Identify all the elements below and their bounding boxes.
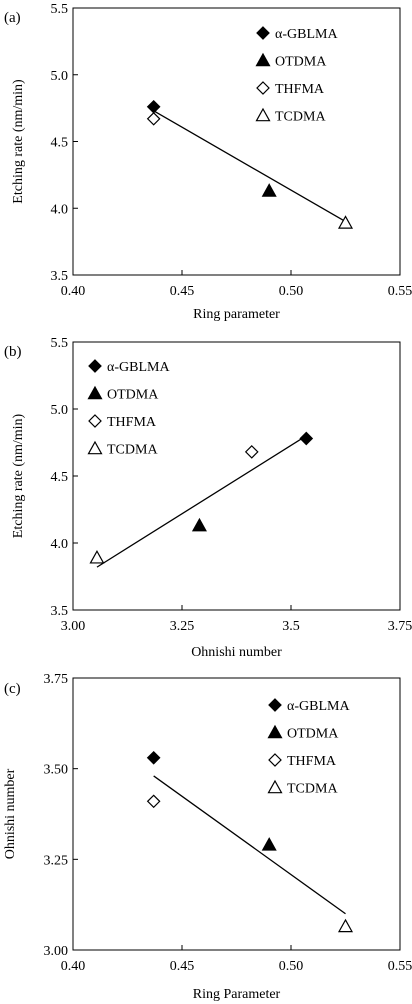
x-tick-label: 0.40 bbox=[61, 284, 86, 299]
x-tick-label: 0.50 bbox=[279, 959, 304, 974]
legend-marker bbox=[87, 385, 103, 400]
legend-label: α-GBLMA bbox=[287, 699, 350, 714]
panel-label: (a) bbox=[4, 10, 21, 26]
data-point bbox=[244, 445, 259, 459]
legend-label: α-GBLMA bbox=[107, 360, 170, 375]
legend: α-GBLMA OTDMA THFMA TCDMA bbox=[255, 26, 338, 125]
legend-label: TCDMA bbox=[275, 110, 326, 125]
plot-frame bbox=[72, 7, 401, 276]
x-tick-label: 3.75 bbox=[388, 619, 412, 634]
x-tick-label: 0.45 bbox=[170, 284, 195, 299]
y-tick-label: 5.0 bbox=[51, 403, 69, 418]
y-tick-label: 4.0 bbox=[51, 537, 69, 552]
legend: α-GBLMA OTDMA THFMA TCDMA bbox=[87, 359, 170, 458]
legend-label: THFMA bbox=[287, 754, 337, 769]
y-axis-label: Etching rate (nm/min) bbox=[11, 79, 26, 204]
y-tick-label: 5.5 bbox=[51, 2, 69, 17]
legend-marker bbox=[267, 779, 283, 794]
chart-panel-1: 0.40 0.45 0.50 0.55 3.5 4.0 4.5 5.0 5.5 Ring para… bbox=[4, 2, 412, 322]
legend-label: α-GBLMA bbox=[275, 27, 338, 42]
data-point bbox=[337, 918, 354, 933]
legend-marker bbox=[256, 26, 270, 40]
plot-frame bbox=[72, 341, 401, 611]
y-tick-label: 4.0 bbox=[51, 202, 69, 217]
legend-marker bbox=[88, 359, 102, 373]
y-tick-label: 3.50 bbox=[44, 763, 69, 778]
y-tick-label: 3.25 bbox=[44, 853, 69, 868]
regression-line bbox=[96, 435, 307, 568]
regression-line bbox=[153, 110, 346, 223]
y-tick-label: 3.00 bbox=[44, 944, 69, 959]
y-tick-label: 5.5 bbox=[51, 336, 69, 351]
chart-panel-3: 0.40 0.45 0.50 0.55 3.00 3.25 3.50 3.75 Ring Par… bbox=[3, 672, 412, 1002]
panel-label: (c) bbox=[4, 681, 21, 697]
x-tick-label: 0.55 bbox=[388, 959, 412, 974]
y-tick-label: 5.0 bbox=[51, 69, 69, 84]
data-point bbox=[191, 517, 207, 532]
y-axis-label: Ohnishi number bbox=[3, 768, 18, 859]
x-tick-label: 0.50 bbox=[279, 284, 304, 299]
x-axis-label: Ring parameter bbox=[193, 307, 280, 322]
x-tick-label: 3.5 bbox=[282, 619, 300, 634]
data-point bbox=[146, 794, 161, 809]
regression-line bbox=[153, 775, 346, 915]
plot-frame bbox=[72, 677, 401, 951]
chart-panel-2: 3.00 3.25 3.5 3.75 3.5 4.0 4.5 5.0 5.5 Ohnishi nu… bbox=[4, 336, 412, 660]
y-tick-label: 3.5 bbox=[51, 604, 69, 619]
y-tick-label: 3.75 bbox=[44, 672, 69, 687]
y-axis-label: Etching rate (nm/min) bbox=[11, 413, 26, 538]
x-axis-label: Ohnishi number bbox=[191, 645, 282, 660]
x-tick-label: 0.55 bbox=[388, 284, 412, 299]
legend-label: THFMA bbox=[107, 415, 157, 430]
panel-label: (b) bbox=[4, 344, 22, 360]
y-tick-label: 4.5 bbox=[51, 470, 69, 485]
y-tick-label: 3.5 bbox=[51, 269, 69, 284]
x-tick-label: 3.00 bbox=[61, 619, 86, 634]
legend-label: TCDMA bbox=[107, 443, 158, 458]
data-point bbox=[261, 183, 277, 197]
data-point bbox=[146, 99, 161, 114]
data-point bbox=[299, 431, 314, 446]
legend-marker bbox=[87, 440, 103, 455]
legend-marker bbox=[255, 107, 271, 122]
x-axis-label: Ring Parameter bbox=[193, 987, 281, 1002]
legend-marker bbox=[268, 753, 282, 767]
legend-marker bbox=[268, 698, 282, 712]
legend-label: TCDMA bbox=[287, 782, 338, 797]
data-point bbox=[146, 750, 161, 765]
legend-marker bbox=[256, 81, 270, 95]
y-tick-label: 4.5 bbox=[51, 136, 69, 151]
legend-marker bbox=[267, 724, 283, 739]
legend-marker bbox=[255, 52, 271, 67]
legend-marker bbox=[88, 414, 102, 428]
legend-label: OTDMA bbox=[275, 55, 327, 70]
legend: α-GBLMA OTDMA THFMA TCDMA bbox=[267, 698, 350, 797]
x-tick-label: 0.40 bbox=[61, 959, 86, 974]
legend-label: THFMA bbox=[275, 82, 325, 97]
x-tick-label: 3.25 bbox=[170, 619, 195, 634]
x-tick-label: 0.45 bbox=[170, 959, 195, 974]
legend-label: OTDMA bbox=[107, 388, 159, 403]
data-point bbox=[146, 111, 161, 126]
data-point bbox=[261, 837, 277, 851]
legend-label: OTDMA bbox=[287, 727, 339, 742]
data-point bbox=[337, 215, 354, 229]
data-point bbox=[89, 550, 105, 564]
